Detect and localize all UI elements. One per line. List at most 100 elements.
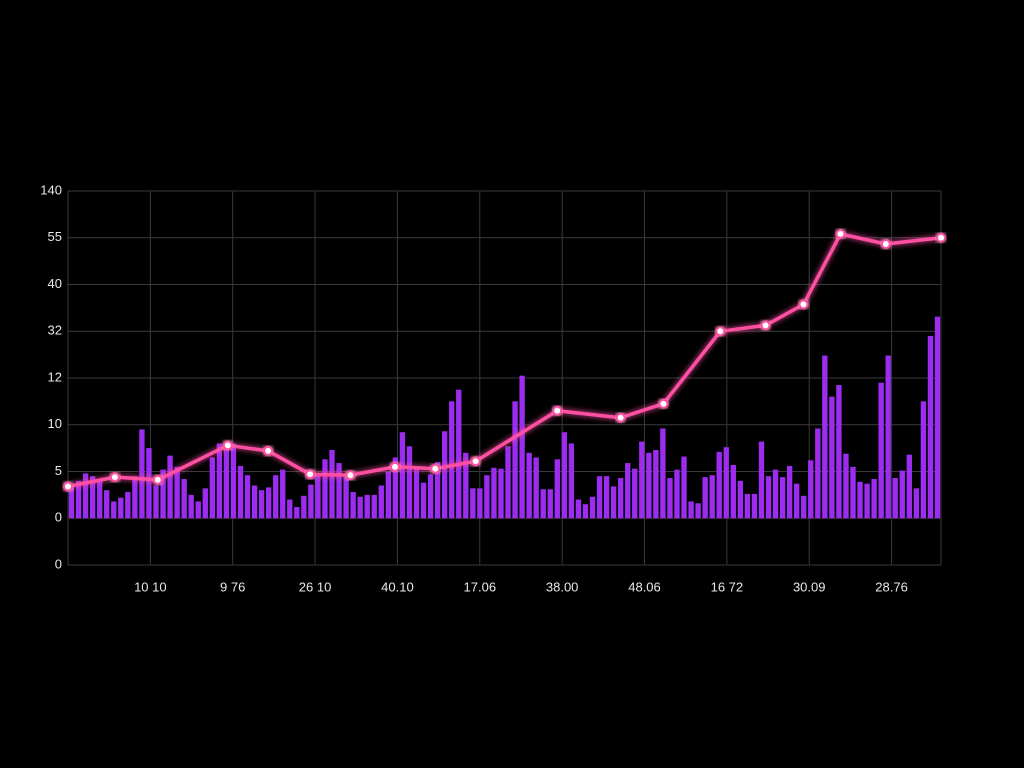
bar — [82, 473, 89, 519]
bar — [258, 490, 265, 519]
bar — [603, 476, 610, 519]
bar — [132, 476, 138, 519]
bar — [519, 375, 525, 519]
y-tick-label: 32 — [48, 323, 62, 338]
bar — [202, 488, 208, 519]
x-tick-label: 16 72 — [711, 579, 744, 594]
x-tick-label: 30.09 — [793, 579, 826, 594]
bar — [639, 441, 645, 519]
bar — [772, 469, 779, 519]
grid — [67, 190, 942, 566]
line-point — [152, 474, 163, 485]
bar — [174, 466, 180, 519]
y-tick-label: 0 — [55, 510, 62, 525]
bar — [610, 486, 617, 519]
bar — [653, 449, 659, 519]
bar — [470, 488, 476, 519]
bar — [97, 480, 103, 519]
bar — [153, 485, 159, 519]
bar — [237, 465, 244, 519]
bar — [547, 489, 553, 519]
bar — [702, 477, 708, 519]
line-point — [63, 481, 73, 492]
bar — [434, 462, 441, 519]
bar — [885, 355, 891, 519]
bar — [695, 503, 701, 519]
bar — [118, 497, 124, 519]
bar — [589, 496, 596, 519]
bar — [244, 475, 251, 519]
bar — [920, 401, 927, 519]
bar — [864, 483, 870, 519]
bar — [406, 446, 413, 519]
bar — [181, 478, 187, 519]
x-tick-label: 38.00 — [546, 579, 579, 594]
x-tick-label: 28.76 — [875, 579, 908, 594]
bar — [463, 452, 469, 519]
bar — [357, 496, 363, 519]
bar — [265, 487, 272, 519]
bar — [301, 495, 307, 519]
bar — [871, 478, 877, 519]
bar — [350, 492, 356, 519]
bar — [801, 495, 807, 519]
y-tick-label: 55 — [48, 229, 62, 244]
bar — [878, 382, 884, 519]
line-point — [552, 405, 563, 416]
bar — [899, 470, 905, 519]
bar — [371, 494, 377, 519]
bar — [913, 488, 920, 519]
bar — [209, 457, 216, 519]
line-point — [305, 469, 316, 480]
bar — [441, 431, 448, 519]
bars — [68, 316, 941, 519]
y-tick-label: 12 — [48, 369, 62, 384]
bar — [667, 478, 673, 519]
bar — [364, 494, 370, 519]
line-point — [880, 238, 891, 249]
x-tick-label: 40.10 — [381, 579, 414, 594]
bar — [75, 480, 82, 519]
bar — [223, 448, 230, 519]
bar — [934, 316, 941, 519]
bar — [793, 483, 800, 519]
bar — [829, 396, 835, 519]
bar — [477, 488, 483, 519]
line — [67, 232, 942, 489]
bar — [315, 473, 321, 519]
bar — [906, 454, 912, 519]
bar — [420, 482, 427, 519]
y-tick-label: 5 — [55, 463, 62, 478]
line-point — [835, 228, 846, 239]
x-tick-label: 10 10 — [134, 579, 167, 594]
bar — [160, 469, 166, 519]
bar — [582, 504, 589, 519]
y-tick-label: 140 — [40, 182, 62, 197]
bar — [751, 493, 758, 519]
bar — [568, 443, 575, 519]
bar — [716, 451, 722, 519]
bar — [378, 485, 384, 519]
bar — [843, 453, 849, 519]
bar — [195, 501, 201, 519]
bar — [526, 452, 532, 519]
bar — [540, 489, 546, 519]
bar — [329, 449, 335, 519]
x-tick-label: 9 76 — [220, 579, 245, 594]
bar — [533, 457, 539, 519]
y-tick-label: 10 — [48, 416, 62, 431]
bar — [660, 428, 666, 519]
line-point — [345, 470, 356, 481]
bar — [815, 428, 821, 519]
bar — [188, 494, 194, 519]
bar — [808, 460, 814, 519]
line-layer — [63, 228, 946, 492]
bar — [343, 477, 349, 519]
bar — [111, 501, 117, 519]
bar — [413, 466, 420, 519]
bar — [737, 480, 744, 519]
bar — [927, 335, 934, 519]
bar — [280, 469, 286, 519]
bar — [709, 475, 715, 519]
